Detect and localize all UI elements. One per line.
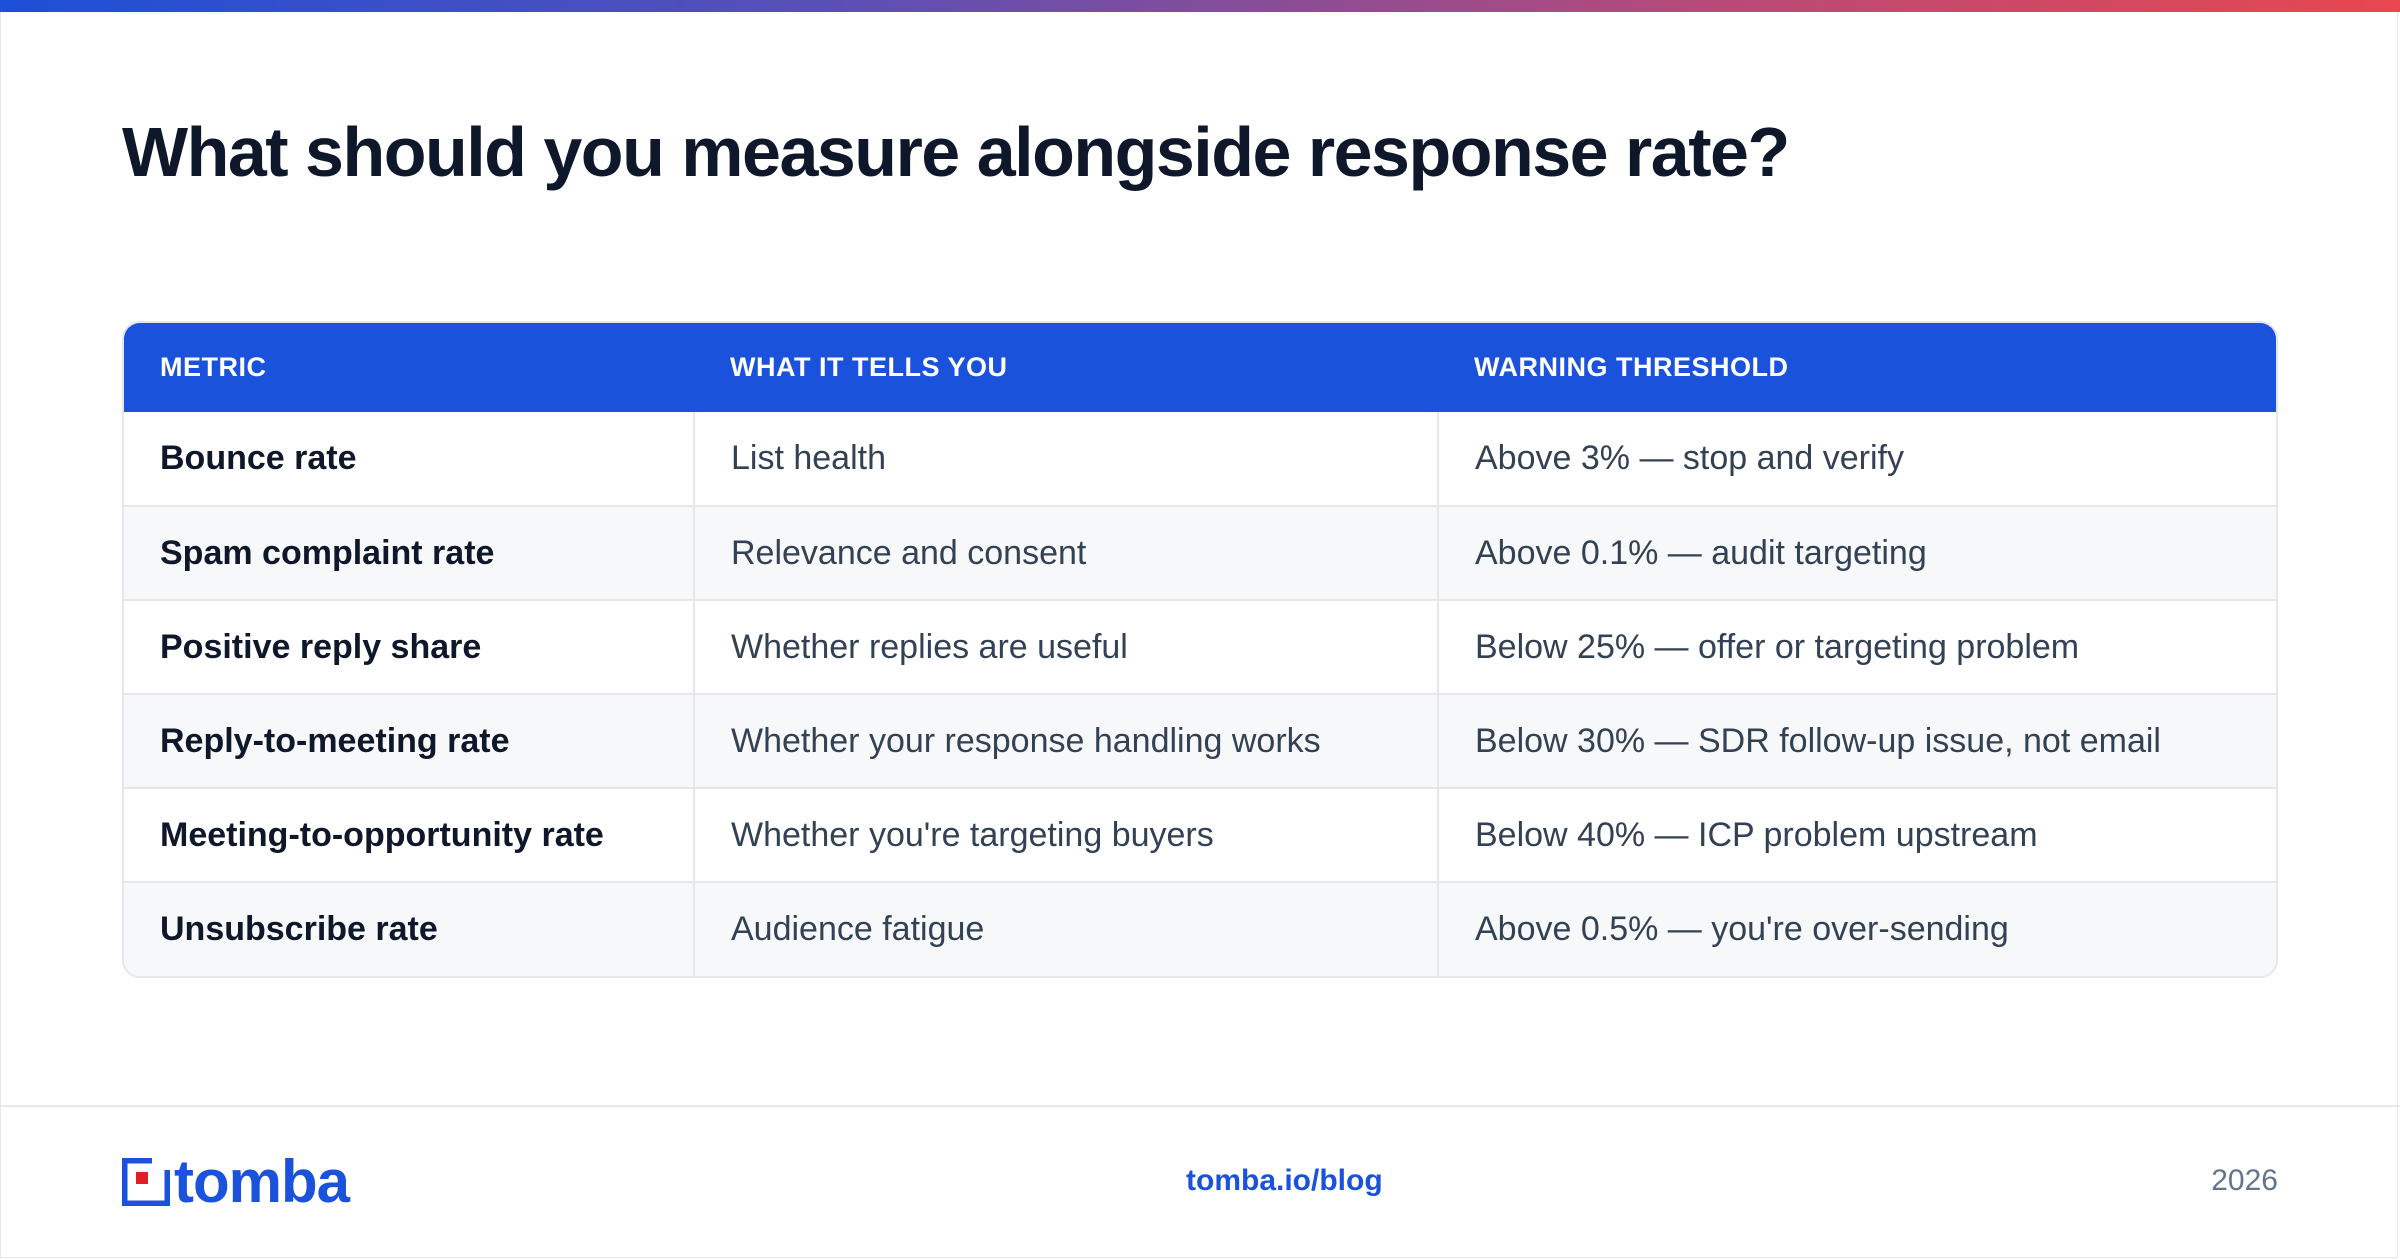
threshold-cell: Below 25% — offer or targeting problem [1437,599,2276,694]
meaning-cell: Whether your response handling works [693,693,1438,788]
meaning-cell: Audience fatigue [693,881,1438,976]
meaning-cell: Whether you're targeting buyers [693,787,1438,882]
tomba-logo[interactable]: tomba [122,1148,350,1215]
metric-cell: Meeting-to-opportunity rate [124,787,694,882]
metric-cell: Unsubscribe rate [124,881,694,976]
threshold-cell: Above 3% — stop and verify [1437,412,2276,506]
footer-divider [0,1105,2400,1107]
table-row: Meeting-to-opportunity rate Whether you'… [124,787,2276,882]
threshold-cell: Above 0.1% — audit targeting [1437,505,2276,600]
threshold-cell: Above 0.5% — you're over-sending [1437,881,2276,976]
metrics-table: METRIC WHAT IT TELLS YOU WARNING THRESHO… [124,323,2276,976]
tomba-logo-icon [122,1158,170,1206]
header-warning-threshold: WARNING THRESHOLD [1474,352,1789,382]
top-gradient-bar [0,0,2400,12]
footer-year: 2026 [2211,1164,2278,1197]
table-body: Bounce rate List health Above 3% — stop … [124,412,2276,976]
table-row: Spam complaint rate Relevance and consen… [124,505,2276,600]
table-row: Bounce rate List health Above 3% — stop … [124,412,2276,506]
meaning-cell: Whether replies are useful [693,599,1438,694]
table-row: Positive reply share Whether replies are… [124,599,2276,694]
page-title: What should you measure alongside respon… [122,113,1790,191]
logo-wordmark: tomba [174,1148,350,1215]
blog-link[interactable]: tomba.io/blog [1186,1164,1383,1197]
meaning-cell: List health [693,412,1438,506]
meaning-cell: Relevance and consent [693,505,1438,600]
metrics-table-container: METRIC WHAT IT TELLS YOU WARNING THRESHO… [122,321,2278,978]
header-what-it-tells-you: WHAT IT TELLS YOU [730,352,1008,382]
metric-cell: Positive reply share [124,599,694,694]
metric-cell: Reply-to-meeting rate [124,693,694,788]
table-header-row: METRIC WHAT IT TELLS YOU WARNING THRESHO… [124,323,2276,412]
threshold-cell: Below 40% — ICP problem upstream [1437,787,2276,882]
table-row: Unsubscribe rate Audience fatigue Above … [124,881,2276,976]
table-row: Reply-to-meeting rate Whether your respo… [124,693,2276,788]
table-header: METRIC WHAT IT TELLS YOU WARNING THRESHO… [124,323,2276,412]
threshold-cell: Below 30% — SDR follow-up issue, not ema… [1437,693,2276,788]
header-metric: METRIC [160,352,267,382]
metric-cell: Bounce rate [160,439,357,477]
metric-cell: Spam complaint rate [124,505,694,600]
